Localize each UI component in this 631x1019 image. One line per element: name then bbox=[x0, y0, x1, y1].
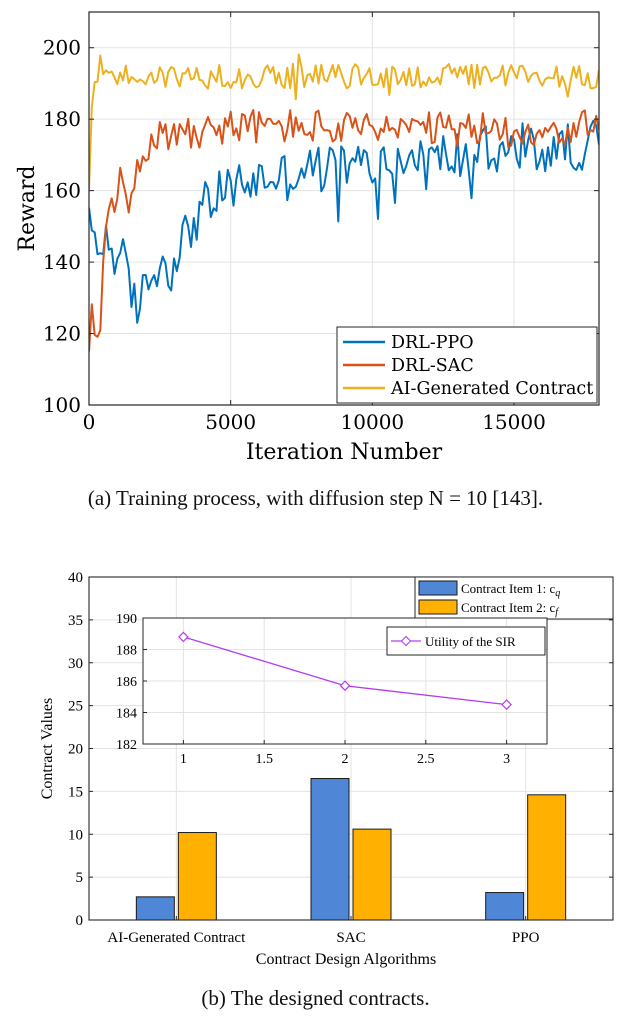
bar-2-0 bbox=[177, 832, 217, 921]
y-axis-label-b: Contract Values bbox=[39, 698, 56, 799]
x-tick-label-a: 10000 bbox=[341, 410, 405, 434]
contract-bar-chart: 0 5 10 15 20 25 30 35 40 AI-Generated Contract SAC… bbox=[39, 570, 614, 968]
bar-1-0 bbox=[135, 896, 175, 921]
inset-legend-marker bbox=[400, 635, 412, 647]
y-tick-label-a: 100 bbox=[43, 393, 81, 417]
inset-y-tick-label: 182 bbox=[116, 738, 137, 753]
legend-label-a: DRL-PPO bbox=[391, 333, 474, 353]
y-tick-label-a: 140 bbox=[43, 250, 81, 274]
y-tick-label-b: 5 bbox=[76, 870, 84, 886]
utility-marker bbox=[501, 699, 512, 710]
inset-x-tick-label: 1.5 bbox=[255, 752, 273, 767]
category-label-b: SAC bbox=[336, 930, 365, 946]
legend-label-a: AI-Generated Contract bbox=[390, 379, 593, 399]
inset-y-tick-label: 190 bbox=[116, 612, 137, 627]
y-tick-label-b: 35 bbox=[68, 613, 83, 629]
y-tick-label-b: 20 bbox=[68, 742, 83, 758]
y-tick-label-b: 30 bbox=[68, 656, 83, 672]
x-tick-label-a: 0 bbox=[83, 410, 96, 434]
legend-label-a: DRL-SAC bbox=[391, 356, 474, 376]
y-tick-label-a: 160 bbox=[43, 179, 81, 203]
bar-2-2 bbox=[527, 794, 567, 921]
inset-y-tick-label: 188 bbox=[116, 644, 137, 659]
y-tick-label-a: 120 bbox=[43, 322, 81, 346]
caption-a: (a) Training process, with diffusion ste… bbox=[87, 486, 544, 510]
legend-label-b: Contract Item 1: cq bbox=[461, 581, 560, 599]
x-tick-label-a: 15000 bbox=[482, 410, 546, 434]
bar-1-1 bbox=[310, 778, 350, 921]
utility-marker bbox=[339, 680, 351, 692]
y-tick-label-b: 10 bbox=[68, 827, 83, 843]
legend-label-b: Contract Item 2: cf bbox=[461, 600, 559, 618]
inset-x-tick-label: 2 bbox=[342, 752, 349, 767]
series-line-ai-generated-contract bbox=[89, 53, 599, 190]
bar-2-1 bbox=[352, 828, 392, 921]
bar-1-2 bbox=[485, 892, 525, 921]
axes-frame-a bbox=[88, 11, 600, 406]
inset-x-tick-label: 1 bbox=[180, 752, 187, 767]
legend-swatch-b bbox=[418, 580, 458, 596]
category-label-b: PPO bbox=[512, 930, 540, 946]
y-tick-label-b: 15 bbox=[68, 784, 83, 800]
inset-y-tick-label: 186 bbox=[116, 675, 137, 690]
y-tick-label-a: 200 bbox=[43, 36, 81, 60]
caption-b: (b) The designed contracts. bbox=[201, 986, 430, 1010]
inset-x-tick-label: 2.5 bbox=[417, 752, 435, 767]
legend-swatch-b bbox=[418, 599, 458, 615]
inset-y-tick-label: 184 bbox=[116, 707, 137, 722]
y-tick-label-a: 180 bbox=[43, 107, 81, 131]
series-line-drl-ppo bbox=[89, 119, 599, 324]
reward-line-chart: 0 5000 10000 15000 100 120 140 160 180 200 Iterati… bbox=[15, 11, 600, 465]
category-label-b: AI-Generated Contract bbox=[107, 930, 246, 946]
y-axis-label-a: Reward bbox=[15, 165, 40, 251]
y-tick-label-b: 40 bbox=[68, 570, 83, 586]
inset-x-tick-label: 3 bbox=[503, 752, 510, 767]
y-tick-label-b: 25 bbox=[68, 699, 83, 715]
utility-marker bbox=[178, 631, 189, 643]
x-axis-label-b: Contract Design Algorithms bbox=[256, 951, 436, 968]
y-tick-label-b: 0 bbox=[76, 913, 84, 929]
x-tick-label-a: 5000 bbox=[205, 410, 256, 434]
x-axis-label-a: Iteration Number bbox=[246, 440, 443, 465]
inset-legend-label: Utility of the SIR bbox=[425, 634, 516, 649]
series-line-drl-sac bbox=[89, 109, 599, 352]
